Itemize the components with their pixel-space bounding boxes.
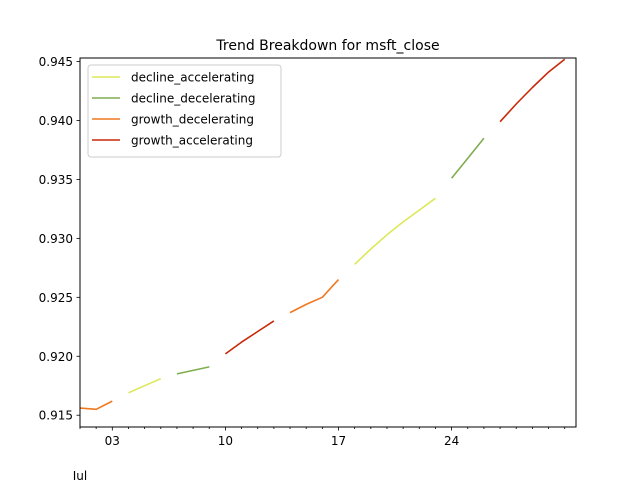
y-tick-label: 0.945: [39, 55, 73, 69]
y-tick-label: 0.925: [39, 291, 73, 305]
y-axis: 0.915 0.920 0.925 0.930 0.935 0.940 0.945: [39, 55, 80, 423]
legend: decline_accelerating decline_decelerating…: [87, 64, 282, 158]
series-line-growth_accelerating-1: [224, 320, 275, 355]
legend-label-growth_decelerating: growth_decelerating: [131, 113, 254, 127]
legend-label-decline_accelerating: decline_accelerating: [131, 71, 254, 85]
x-tick-label: 17: [331, 434, 346, 448]
series-line-growth_decelerating-2: [289, 279, 340, 314]
legend-box: [87, 64, 282, 158]
x-tick-label: 24: [444, 434, 459, 448]
legend-label-growth_accelerating: growth_accelerating: [131, 134, 253, 148]
series-layer: [80, 58, 566, 411]
x-axis-month-label: Jul: [72, 469, 87, 480]
y-tick-label: 0.940: [39, 114, 73, 128]
series-line-decline_accelerating-1: [128, 377, 162, 394]
series-line-growth_accelerating-2: [499, 58, 566, 123]
series-line-growth_decelerating-1: [80, 400, 113, 411]
y-tick-label: 0.915: [39, 409, 73, 423]
plot-frame: [79, 57, 577, 428]
y-tick-label: 0.930: [39, 232, 73, 246]
series-line-decline_decelerating-1: [176, 366, 210, 375]
series-line-decline_accelerating-2: [354, 197, 436, 265]
x-axis: 03 10 17 24: [79, 427, 566, 448]
legend-label-decline_decelerating: decline_decelerating: [131, 92, 256, 106]
chart-title: Trend Breakdown for msft_close: [215, 38, 439, 54]
x-tick-label: 10: [218, 434, 233, 448]
y-tick-label: 0.920: [39, 350, 73, 364]
series-line-decline_decelerating-2: [450, 137, 485, 179]
y-tick-label: 0.935: [39, 173, 73, 187]
x-tick-label: 03: [105, 434, 120, 448]
